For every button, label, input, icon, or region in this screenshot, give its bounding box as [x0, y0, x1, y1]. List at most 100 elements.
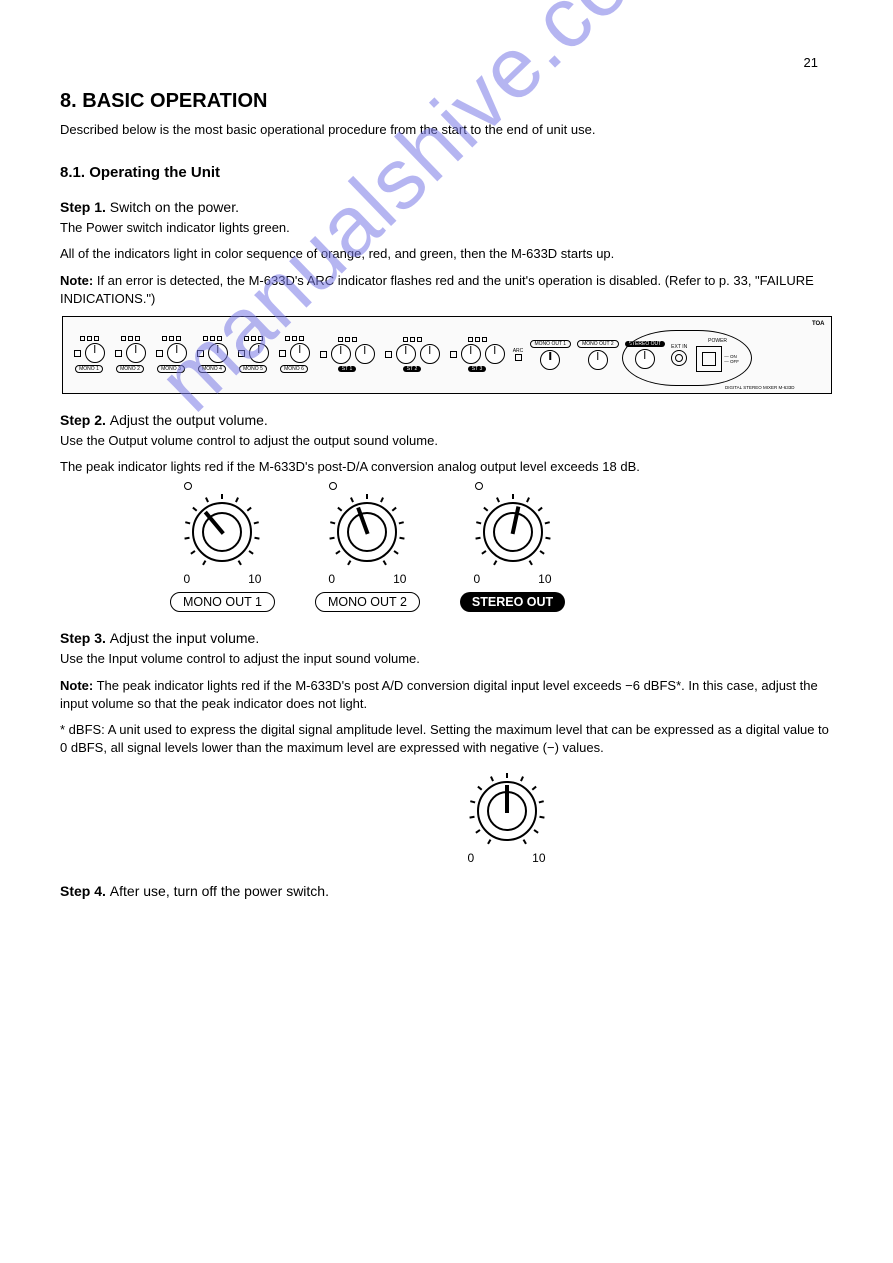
- step3-note: Note: The peak indicator lights red if t…: [60, 677, 833, 713]
- volume-knob: [463, 767, 551, 855]
- step4-heading-text: Step 4.: [60, 883, 106, 899]
- panel-button: [115, 350, 122, 357]
- channel-label: MONO 2: [116, 365, 144, 373]
- step1-note: Note: If an error is detected, the M-633…: [60, 272, 833, 308]
- panel-knob: [126, 343, 146, 363]
- output-knobs-figure: 010MONO OUT 1 010MONO OUT 2 010STEREO OUT: [170, 488, 833, 612]
- assign-row: [244, 336, 263, 341]
- knob-label-pill: STEREO OUT: [460, 592, 565, 612]
- panel-button: [320, 351, 327, 358]
- channel-label: ST 1: [338, 366, 356, 372]
- assign-row: [403, 337, 422, 342]
- step3-line1: Adjust the input volume.: [110, 630, 259, 646]
- channel-label: ST 2: [403, 366, 421, 372]
- output-group: MONO OUT 1: [530, 340, 572, 370]
- step1-line1: Switch on the power.: [110, 199, 239, 215]
- knob-column: 010STEREO OUT: [460, 488, 565, 612]
- section-number: 8.: [60, 90, 77, 112]
- step2-line1: Adjust the output volume.: [110, 412, 268, 428]
- panel-knob: [396, 344, 416, 364]
- output-pill: MONO OUT 2: [577, 340, 619, 348]
- power-onoff-label: — ON— OFF: [724, 354, 739, 365]
- knob-label-pill: MONO OUT 2: [315, 592, 420, 612]
- volume-knob: [469, 488, 557, 576]
- panel-button: [450, 351, 457, 358]
- channel-group: MONO 5: [236, 336, 271, 373]
- subsection-title-text: Operating the Unit: [89, 164, 220, 181]
- panel-button: [279, 350, 286, 357]
- volume-knob: [178, 488, 266, 576]
- channel-label: ST 3: [468, 366, 486, 372]
- channel-label: MONO 3: [157, 365, 185, 373]
- input-knob-figure: 010: [180, 767, 833, 865]
- panel-knob: [331, 344, 351, 364]
- knob-column: 010MONO OUT 2: [315, 488, 420, 612]
- section-title-text: BASIC OPERATION: [82, 90, 267, 112]
- channel-label: MONO 1: [75, 365, 103, 373]
- subsection-title: 8.1. Operating the Unit: [60, 164, 833, 181]
- channel-group: MONO 2: [113, 336, 148, 373]
- knob-column: 010: [180, 767, 833, 865]
- channel-group: ST 3: [448, 337, 507, 372]
- power-switch: [696, 346, 722, 372]
- panel-knob: [167, 343, 187, 363]
- ext-in-group: EXT IN: [671, 344, 687, 366]
- step3-note-body: The peak indicator lights red if the M-6…: [60, 678, 818, 711]
- panel-button: [238, 350, 245, 357]
- step1-line3: All of the indicators light in color seq…: [60, 245, 833, 263]
- output-pill: STEREO OUT: [625, 341, 666, 347]
- step2-heading-text: Step 2.: [60, 412, 106, 428]
- step1-line2: The Power switch indicator lights green.: [60, 219, 833, 237]
- step1-note-label: Note:: [60, 273, 93, 288]
- panel-knob: [461, 344, 481, 364]
- page-number: 21: [804, 55, 818, 70]
- step2-heading: Step 2. Adjust the output volume.: [60, 412, 833, 428]
- toa-logo: TOA: [812, 321, 825, 327]
- panel-knob: [420, 344, 440, 364]
- step1-heading: Step 1. Switch on the power.: [60, 199, 833, 215]
- panel-knob: [635, 349, 655, 369]
- output-group: STEREO OUT: [625, 341, 666, 369]
- section-title: 8. BASIC OPERATION: [60, 90, 833, 113]
- panel-button: [74, 350, 81, 357]
- assign-row: [162, 336, 181, 341]
- step3-footnote: * dBFS: A unit used to express the digit…: [60, 721, 833, 757]
- step3-heading: Step 3. Adjust the input volume.: [60, 630, 833, 646]
- channel-group: MONO 6: [277, 336, 312, 373]
- step4-heading: Step 4. After use, turn off the power sw…: [60, 883, 833, 899]
- panel-knob: [290, 343, 310, 363]
- assign-row: [203, 336, 222, 341]
- channel-group: ST 2: [383, 337, 442, 372]
- knob-column: 010MONO OUT 1: [170, 488, 275, 612]
- output-pill: MONO OUT 1: [530, 340, 572, 348]
- peak-indicator: [329, 482, 337, 490]
- panel-button: [156, 350, 163, 357]
- panel-knob: [588, 350, 608, 370]
- arc-group: ARC: [513, 348, 524, 361]
- volume-knob: [323, 488, 411, 576]
- panel-button: [385, 351, 392, 358]
- panel-knob: [249, 343, 269, 363]
- step3-heading-text: Step 3.: [60, 630, 106, 646]
- channel-group: MONO 4: [195, 336, 230, 373]
- power-label: POWER: [708, 338, 727, 344]
- channel-group: MONO 3: [154, 336, 189, 373]
- mixer-panel-figure: TOA DIGITAL STEREO MIXER M-633D MONO 1MO…: [62, 316, 832, 394]
- step1-heading-text: Step 1.: [60, 199, 106, 215]
- channel-label: MONO 6: [280, 365, 308, 373]
- assign-row: [121, 336, 140, 341]
- subsection-number: 8.1.: [60, 164, 85, 181]
- step3-note-label: Note:: [60, 678, 93, 693]
- step1-note-body: If an error is detected, the M-633D's AR…: [60, 273, 814, 306]
- assign-row: [338, 337, 357, 342]
- step2-line3: The peak indicator lights red if the M-6…: [60, 458, 833, 476]
- channel-group: ST 1: [318, 337, 377, 372]
- ext-in-jack: [671, 350, 687, 366]
- panel-button: [197, 350, 204, 357]
- output-group: MONO OUT 2: [577, 340, 619, 370]
- channel-label: MONO 4: [198, 365, 226, 373]
- step3-line2: Use the Input volume control to adjust t…: [60, 650, 833, 668]
- step2-line2: Use the Output volume control to adjust …: [60, 432, 833, 450]
- peak-indicator: [184, 482, 192, 490]
- panel-knob: [355, 344, 375, 364]
